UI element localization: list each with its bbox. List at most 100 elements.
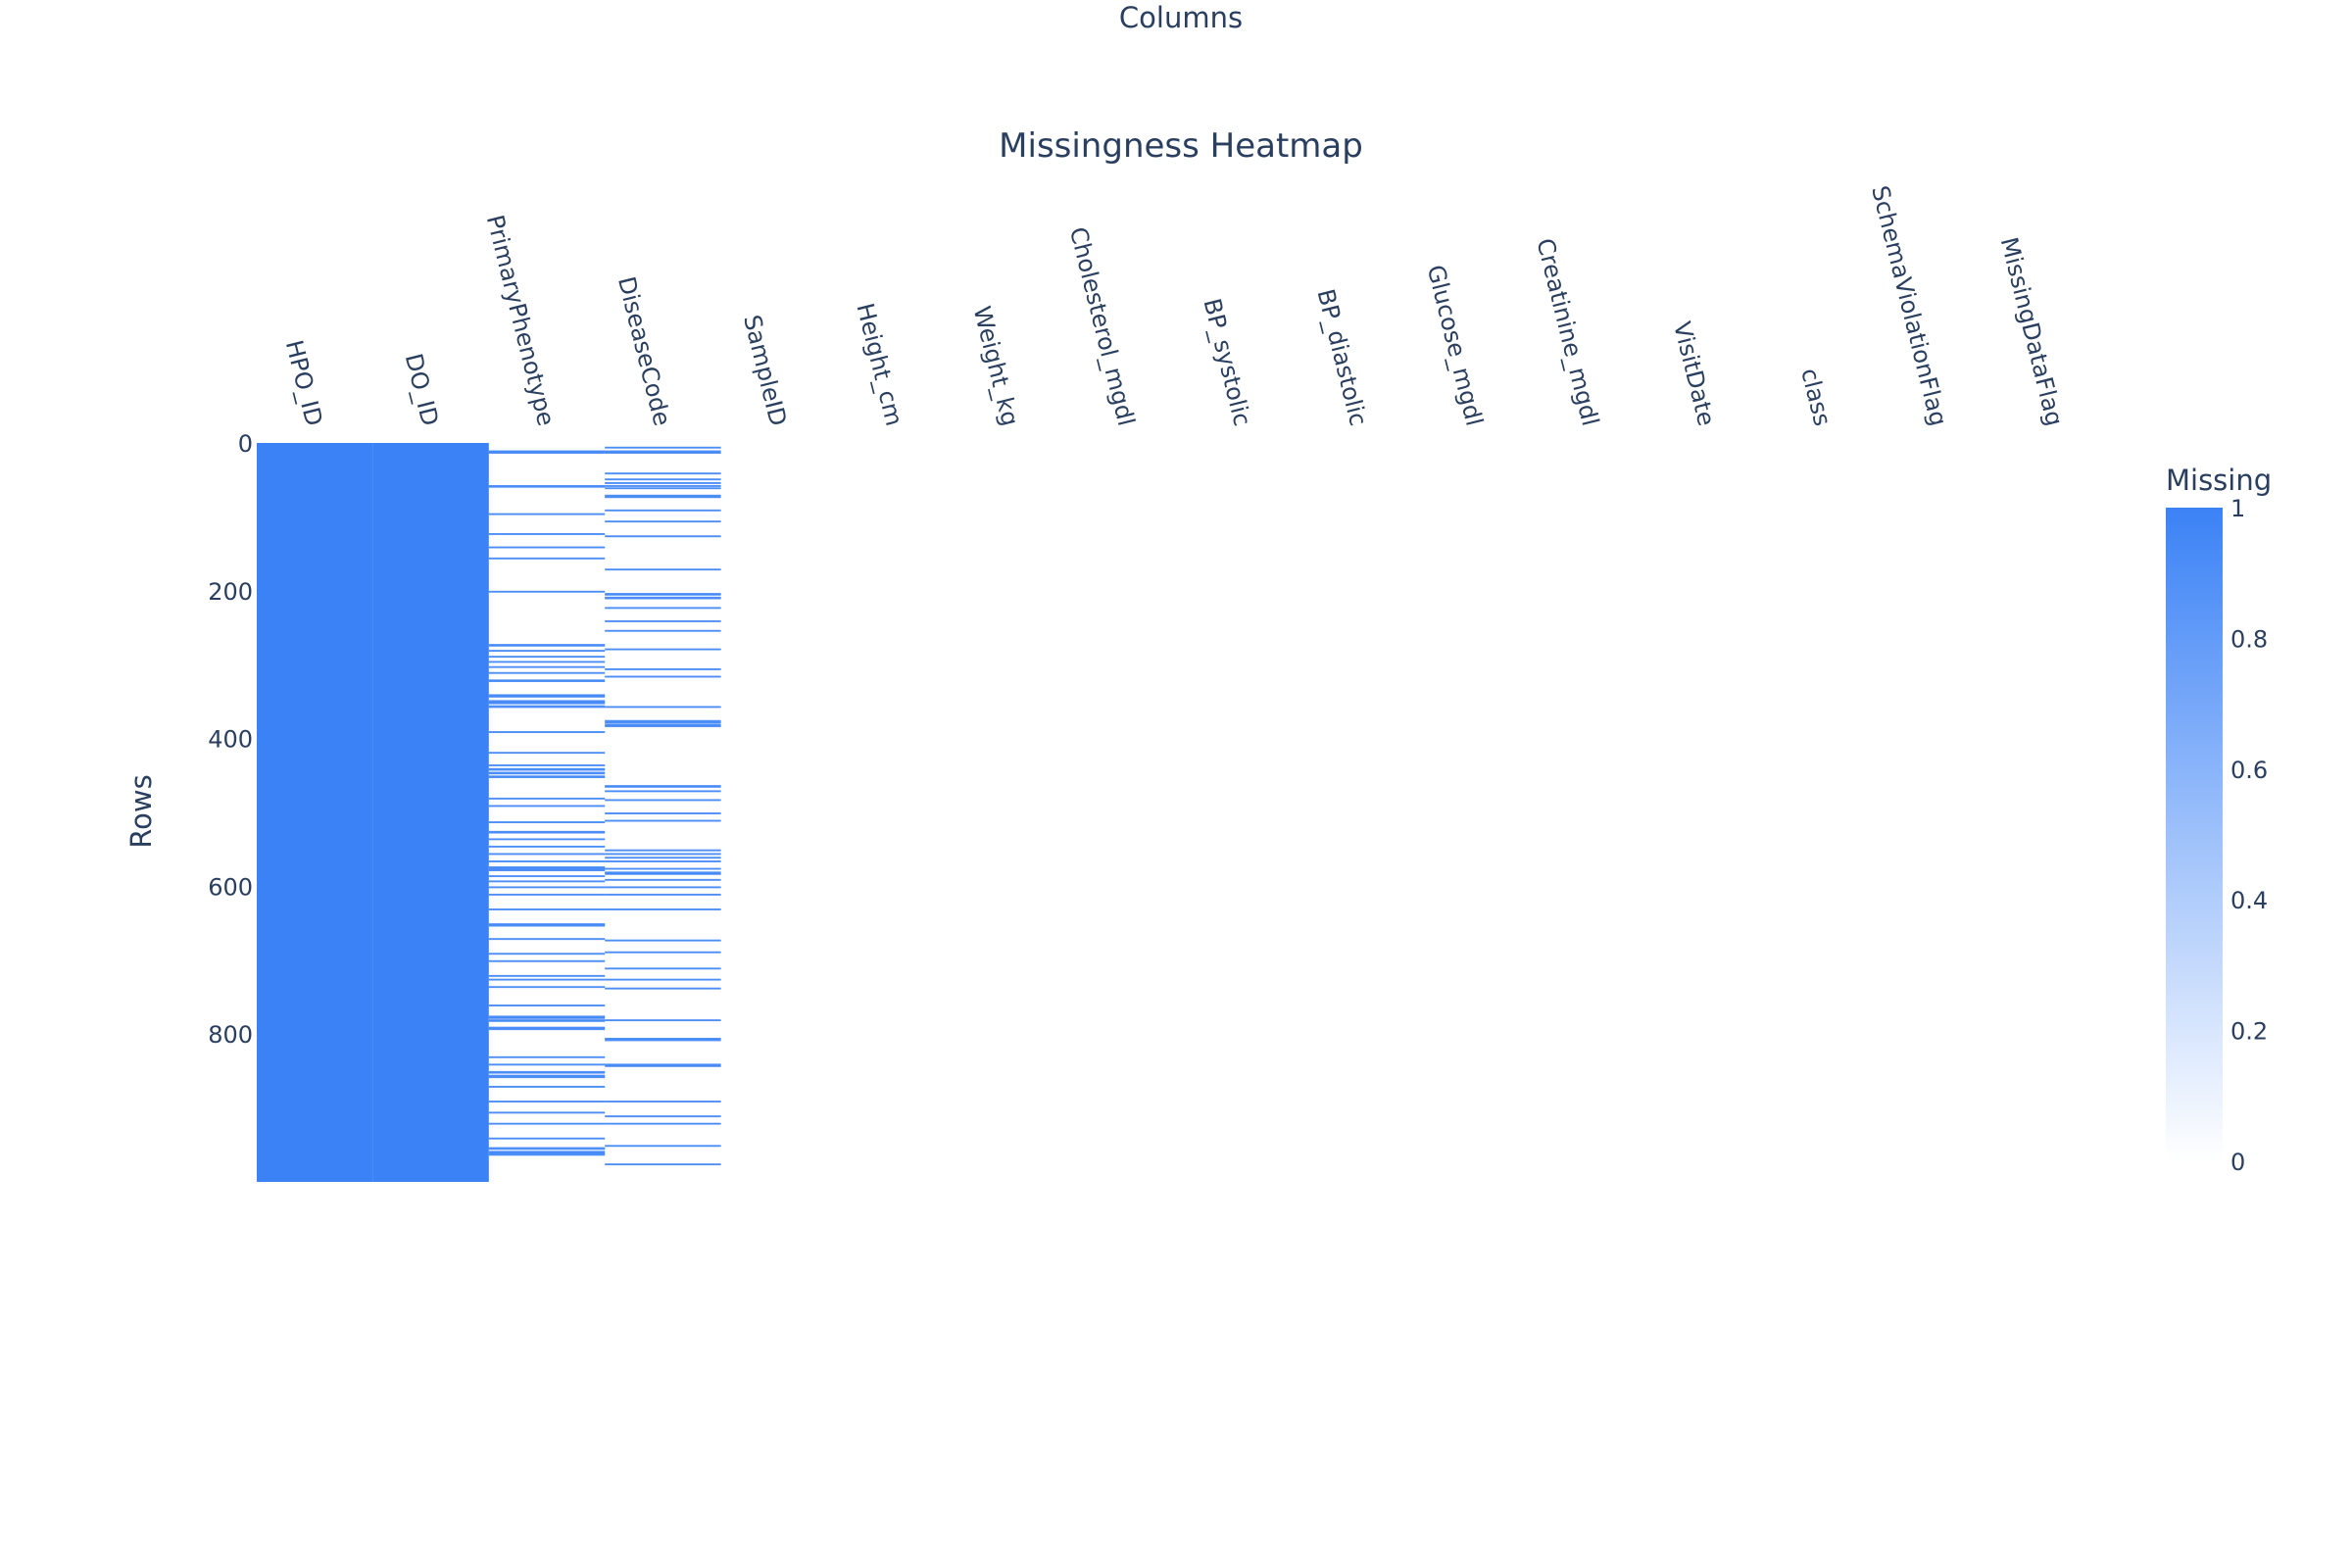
heatmap-column-do-id bbox=[372, 443, 489, 1182]
heatmap-cell bbox=[605, 940, 721, 942]
colorbar-tick-label: 0.2 bbox=[2230, 1018, 2268, 1046]
heatmap-cell bbox=[605, 722, 721, 724]
heatmap-cell bbox=[488, 866, 606, 868]
heatmap-cell bbox=[488, 752, 606, 754]
heatmap-cell bbox=[488, 986, 606, 988]
heatmap-cell bbox=[605, 675, 721, 677]
heatmap-cell bbox=[488, 830, 606, 833]
heatmap-cell bbox=[488, 695, 606, 698]
column-label: SchemaViolationFlag bbox=[1866, 183, 1952, 429]
heatmap-cell bbox=[605, 536, 721, 538]
heatmap-cell bbox=[605, 619, 721, 622]
heatmap-cell bbox=[488, 1085, 606, 1088]
heatmap-cell bbox=[488, 978, 606, 980]
heatmap-cell bbox=[488, 1028, 606, 1031]
heatmap-cell bbox=[488, 1064, 606, 1066]
heatmap-cell bbox=[488, 893, 606, 896]
heatmap-cell bbox=[488, 767, 606, 769]
heatmap-cell bbox=[488, 1027, 606, 1029]
heatmap-cell bbox=[488, 1086, 606, 1088]
heatmap-cell bbox=[488, 671, 606, 673]
heatmap-cell bbox=[605, 481, 721, 484]
heatmap-cell bbox=[488, 665, 606, 667]
colorbar-title: Missing bbox=[2166, 464, 2272, 497]
heatmap-cell bbox=[488, 854, 606, 856]
heatmap-cell bbox=[605, 720, 721, 722]
heatmap-cell bbox=[488, 1152, 606, 1154]
heatmap-cell bbox=[605, 487, 721, 489]
heatmap-cell bbox=[488, 764, 606, 766]
heatmap-cell bbox=[605, 1038, 721, 1040]
heatmap-cell bbox=[605, 850, 721, 852]
heatmap-cell bbox=[488, 867, 606, 869]
heatmap-cell bbox=[605, 979, 721, 981]
heatmap-cell bbox=[605, 620, 721, 622]
heatmap-cell bbox=[488, 821, 606, 823]
heatmap-cell bbox=[605, 849, 721, 851]
heatmap-cell bbox=[488, 768, 606, 770]
heatmap-cell bbox=[605, 593, 721, 595]
heatmap-cell bbox=[488, 1071, 606, 1073]
heatmap-cell bbox=[488, 869, 606, 872]
heatmap-cell bbox=[488, 1026, 606, 1028]
column-label: Glucose_mgdl bbox=[1422, 263, 1489, 429]
heatmap-cell bbox=[488, 772, 606, 774]
heatmap-cell bbox=[488, 656, 606, 659]
heatmap-cell bbox=[605, 668, 721, 670]
heatmap-cell bbox=[605, 725, 721, 727]
heatmap-cell bbox=[605, 820, 721, 822]
heatmap-cell bbox=[488, 706, 606, 708]
heatmap-cell bbox=[488, 452, 606, 454]
heatmap-cell bbox=[488, 875, 606, 877]
heatmap-cell bbox=[605, 648, 721, 650]
heatmap-column-primaryphenotype bbox=[488, 450, 606, 1156]
heatmap-cell bbox=[605, 509, 721, 512]
heatmap-cell bbox=[488, 1074, 606, 1076]
heatmap-cell bbox=[488, 832, 606, 834]
heatmap-cell bbox=[605, 939, 721, 941]
heatmap-cell bbox=[605, 607, 721, 609]
heatmap-cell bbox=[605, 707, 721, 709]
heatmap-cell bbox=[488, 763, 606, 766]
heatmap-cell bbox=[488, 1152, 606, 1154]
heatmap-cell bbox=[488, 700, 606, 702]
heatmap-cell bbox=[605, 786, 721, 788]
colorbar-tick-label: 1 bbox=[2230, 495, 2245, 522]
heatmap-cell bbox=[605, 886, 721, 888]
heatmap-cell bbox=[605, 1163, 721, 1166]
heatmap-cell bbox=[488, 806, 606, 808]
heatmap-cell bbox=[605, 799, 721, 801]
heatmap-cell bbox=[488, 705, 606, 707]
y-tick-label: 800 bbox=[208, 1021, 253, 1049]
heatmap-cell bbox=[605, 867, 721, 869]
column-label: Weight_kg bbox=[968, 304, 1024, 429]
heatmap-cell bbox=[488, 769, 606, 771]
heatmap-cell bbox=[605, 1146, 721, 1148]
heatmap-cell bbox=[488, 838, 606, 840]
heatmap-cell bbox=[605, 596, 721, 599]
colorbar-gradient bbox=[2166, 508, 2223, 1161]
colorbar-tick-label: 0.6 bbox=[2230, 757, 2268, 784]
heatmap-cell bbox=[488, 650, 606, 652]
heatmap-cell bbox=[605, 951, 721, 953]
heatmap-cell bbox=[488, 1019, 606, 1021]
heatmap-cell bbox=[605, 497, 721, 499]
chart-title: Missingness Heatmap bbox=[999, 126, 1363, 166]
heatmap-cell bbox=[488, 703, 606, 705]
heatmap-cell bbox=[605, 667, 721, 670]
heatmap-cell bbox=[605, 1163, 721, 1165]
heatmap-cell bbox=[488, 679, 606, 681]
heatmap-cell bbox=[488, 773, 606, 775]
column-label: HPO_ID bbox=[280, 337, 328, 428]
heatmap-cell bbox=[605, 854, 721, 856]
heatmap-cell bbox=[605, 450, 721, 452]
heatmap-cell bbox=[488, 846, 606, 848]
heatmap-cell bbox=[488, 1020, 606, 1022]
heatmap-cell bbox=[488, 960, 606, 962]
heatmap-cell bbox=[488, 451, 606, 453]
column-label: BP_systolic bbox=[1198, 296, 1255, 429]
heatmap-cell bbox=[488, 923, 606, 926]
heatmap-cell bbox=[488, 1028, 606, 1030]
heatmap-cell bbox=[605, 878, 721, 881]
